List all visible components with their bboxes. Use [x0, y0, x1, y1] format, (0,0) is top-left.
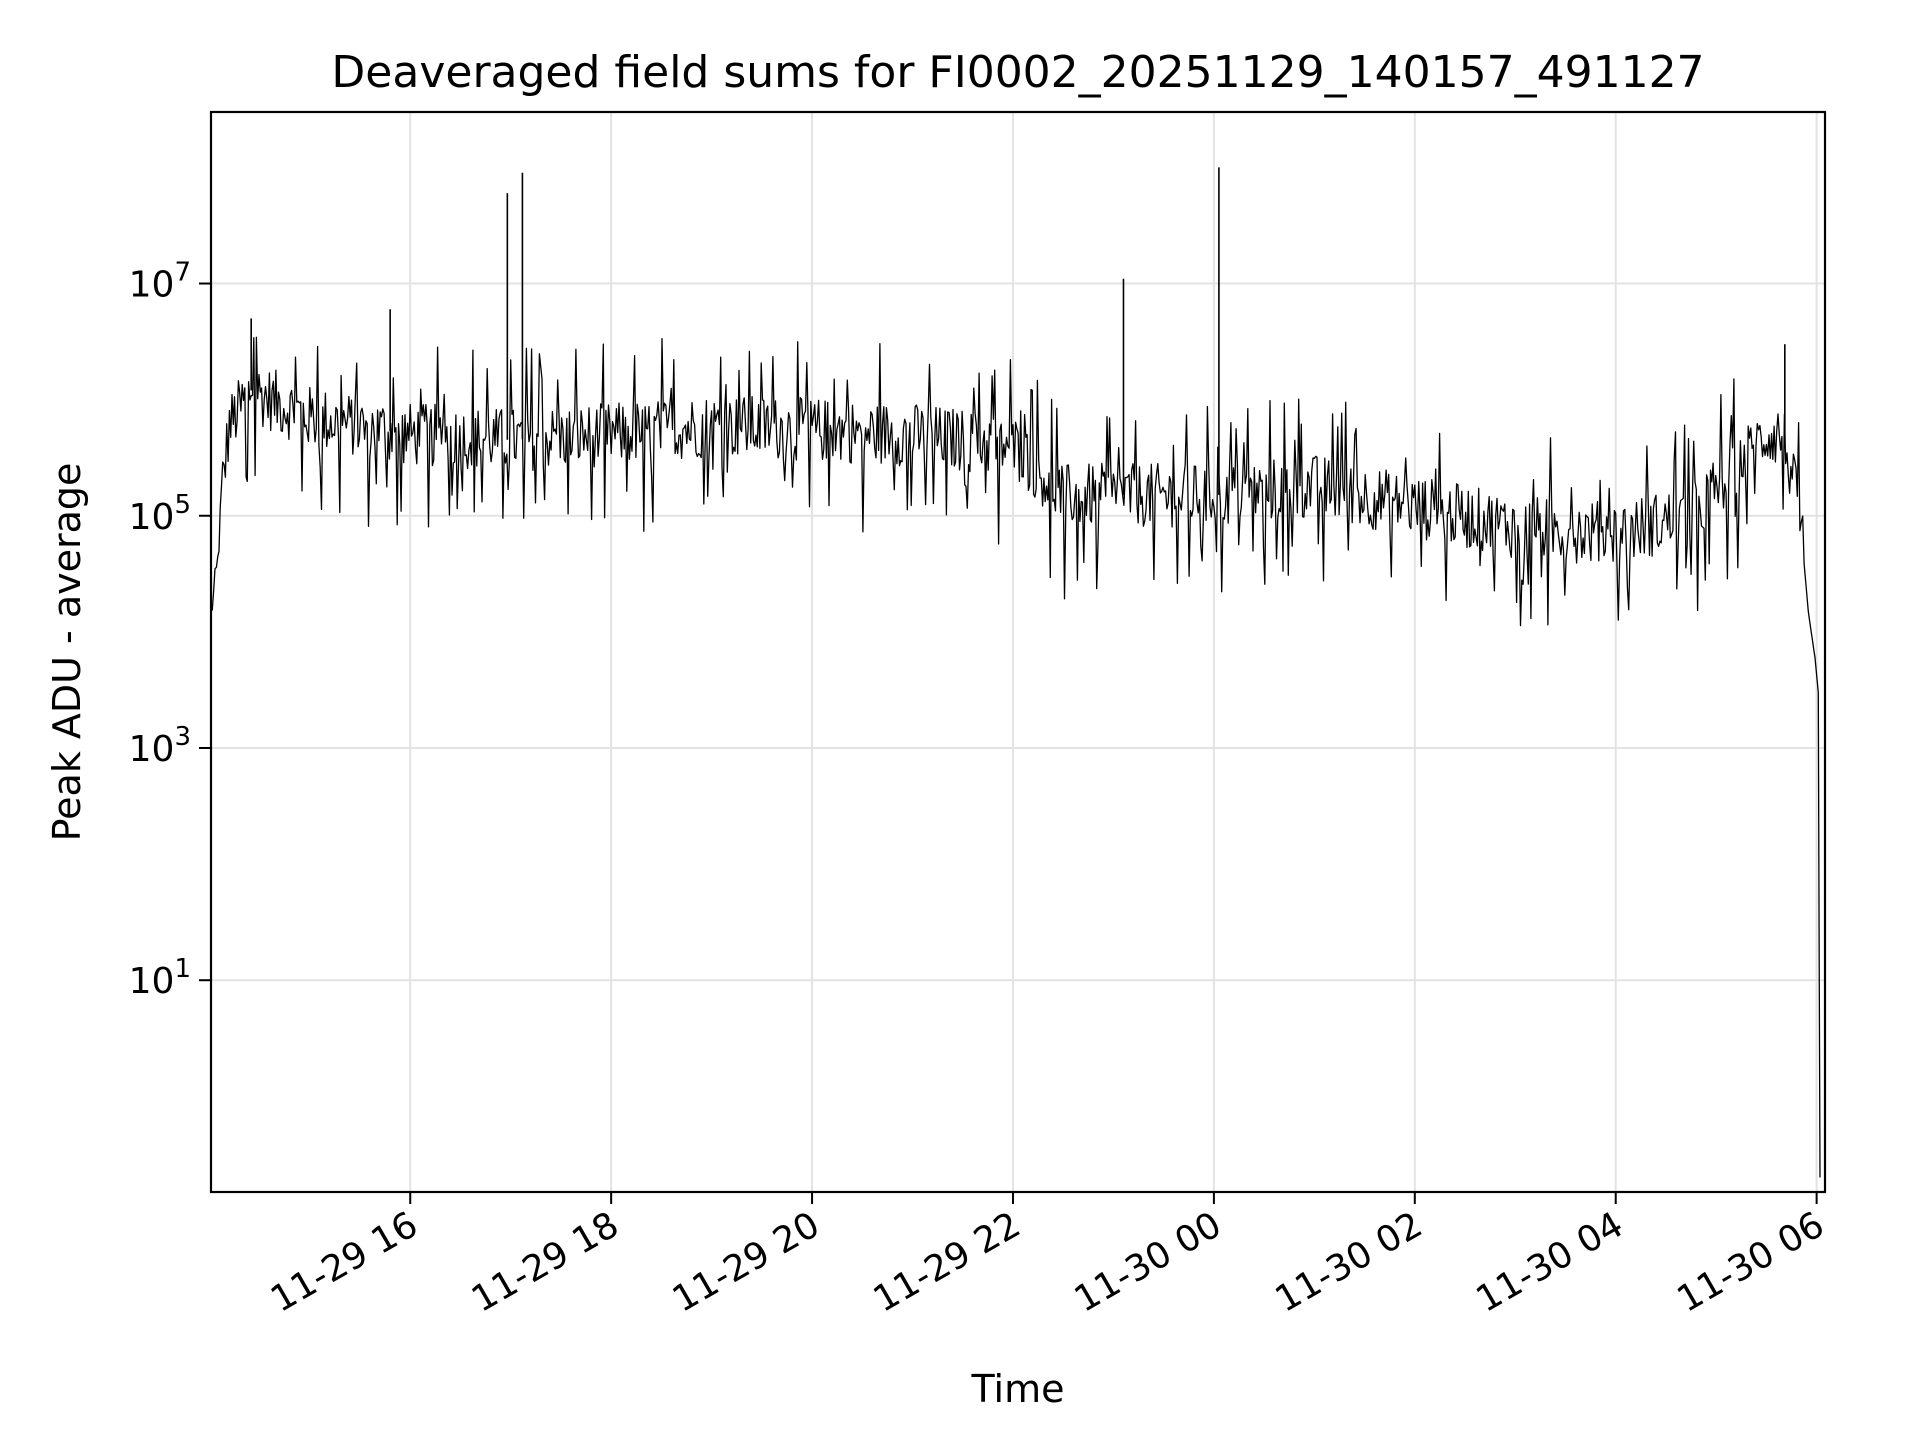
series-layer — [210, 167, 1821, 1178]
plot-frame — [209, 110, 1827, 1194]
y-tick-label: 101 — [129, 954, 191, 1002]
series-line — [210, 336, 1821, 1178]
y-tick-base: 10 — [129, 729, 175, 770]
y-tick-exponent: 3 — [174, 722, 191, 752]
x-tick-label: 11-29 22 — [867, 1204, 1028, 1320]
x-tick-label: 11-30 04 — [1470, 1204, 1631, 1320]
x-tick-label: 11-29 20 — [666, 1204, 827, 1320]
y-tick-label: 105 — [129, 490, 191, 538]
y-tick-exponent: 1 — [174, 954, 191, 984]
y-axis-label: Peak ADU - average — [45, 463, 89, 842]
x-tick-label: 11-29 18 — [465, 1204, 626, 1320]
y-tick-base: 10 — [129, 961, 175, 1002]
chart-title: Deaveraged field sums for FI0002_2025112… — [331, 47, 1704, 98]
y-tick-base: 10 — [129, 265, 175, 306]
y-tick-exponent: 5 — [174, 490, 191, 520]
x-tick-label: 11-29 16 — [264, 1204, 425, 1320]
x-tick-label: 11-30 00 — [1068, 1204, 1229, 1320]
x-tick-label: 11-30 06 — [1670, 1204, 1831, 1320]
y-tick-label: 107 — [129, 258, 191, 306]
y-tick-exponent: 7 — [174, 258, 191, 288]
x-axis-label: Time — [971, 1367, 1065, 1411]
x-tick-label: 11-30 02 — [1269, 1204, 1430, 1320]
y-tick-label: 103 — [129, 722, 191, 770]
y-tick-base: 10 — [129, 497, 175, 538]
grid — [211, 112, 1825, 1192]
